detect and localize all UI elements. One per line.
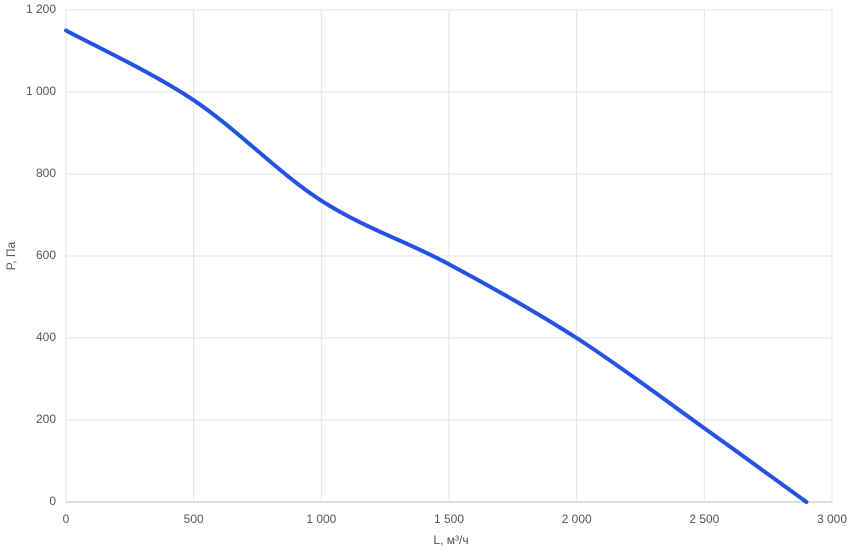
x-tick-label: 2 500 — [689, 512, 719, 526]
y-tick-label: 600 — [36, 248, 56, 262]
y-tick-label: 200 — [36, 412, 56, 426]
line — [64, 28, 809, 504]
x-tick-label: 2 000 — [562, 512, 592, 526]
y-tick-label: 400 — [36, 330, 56, 344]
x-tick-label: 1 500 — [434, 512, 464, 526]
y-tick-label: 1 000 — [26, 84, 56, 98]
y-axis-label: P, Па — [4, 241, 18, 270]
x-axis-label: L, м³/ч — [433, 533, 468, 547]
x-tick-label: 0 — [63, 512, 70, 526]
y-tick-label: 0 — [49, 494, 56, 508]
x-tick-label: 1 000 — [306, 512, 336, 526]
x-tick-label: 500 — [184, 512, 204, 526]
y-tick-label: 800 — [36, 166, 56, 180]
y-tick-label: 1 200 — [26, 2, 56, 16]
x-tick-label: 3 000 — [817, 512, 847, 526]
